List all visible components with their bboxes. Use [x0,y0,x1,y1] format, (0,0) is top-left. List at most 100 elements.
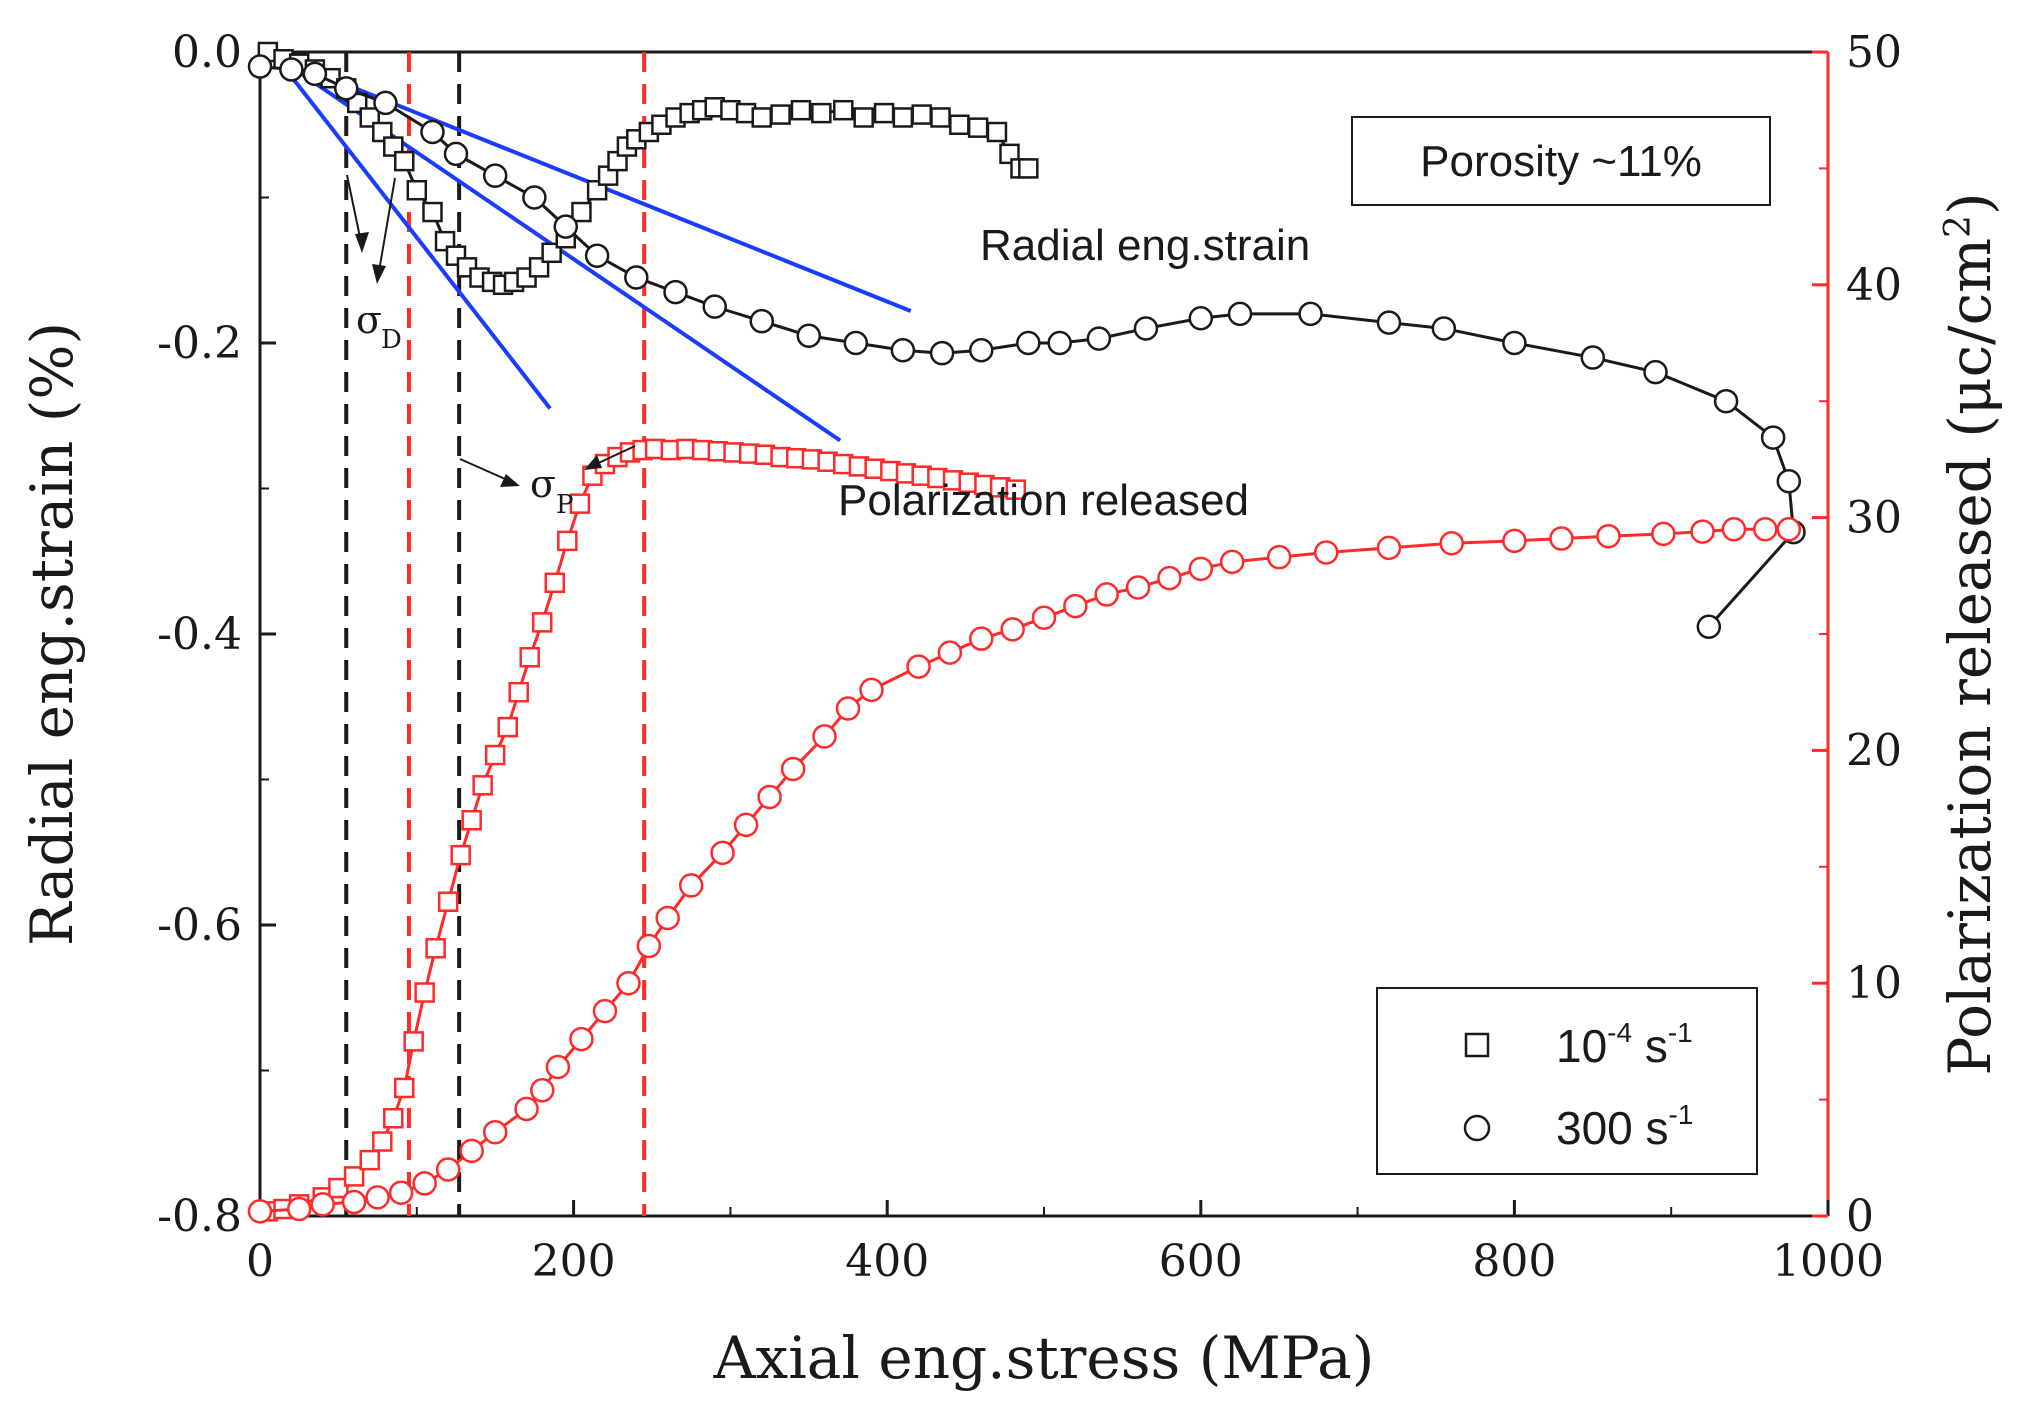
legend-2-unit: s [1633,1102,1669,1154]
data-point [835,696,861,721]
data-point [529,1078,555,1103]
y-left-tick-label: -0.2 [157,318,242,369]
legend-square-marker [1464,1032,1490,1058]
data-point [811,102,832,124]
legend-entry-1: 10-4 s-1 [1556,1017,1693,1072]
data-point [472,775,493,796]
data-point [749,308,775,334]
data-point [757,784,782,810]
data-point [678,873,704,898]
data-point [1376,310,1402,335]
data-point [780,756,806,782]
data-point [859,677,884,703]
data-point [1690,519,1715,544]
y-left-tick-label: -0.4 [157,609,242,660]
data-point [1313,540,1339,565]
data-point [343,1166,365,1187]
data-point [1063,593,1088,619]
data-point [751,107,773,128]
data-point [519,647,540,668]
data-point [892,107,914,128]
x-tick-label: 1000 [1772,1236,1884,1287]
data-point [812,724,837,749]
data-point [890,338,916,363]
data-point [459,1138,484,1164]
data-point [341,1189,367,1215]
y-right-tick-label: 10 [1846,958,1902,1009]
data-point [584,243,610,268]
data-point [770,104,791,125]
data-point [435,1157,461,1182]
y-right-tick-label: 40 [1846,260,1902,311]
data-point [422,201,443,223]
data-point [1157,565,1182,591]
data-point [279,57,304,82]
data-point [302,61,328,87]
data-point [873,102,895,124]
data-point [406,179,428,201]
data-point [450,844,471,866]
series-3 [247,516,1802,1224]
data-point [1713,388,1739,414]
data-point [1376,535,1402,561]
data-point [796,323,822,348]
reference-lines [344,52,647,1216]
data-point [930,107,951,128]
data-point [414,982,435,1003]
data-point [508,681,529,703]
data-point [906,654,931,679]
data-point [569,1026,594,1052]
data-point [1047,330,1072,356]
data-point [790,99,812,121]
data-point [710,840,735,866]
data-point [833,99,854,121]
data-point [1298,301,1323,327]
y-axis-right-title: Polarization released (μc/cm2) [1936,192,2004,1075]
sigma-d-subscript: D [381,325,402,355]
data-point [497,716,518,738]
data-point [616,970,641,996]
data-point [592,998,618,1024]
data-point [359,1149,381,1171]
x-axis-title: Axial eng.stress (MPa) [713,1324,1375,1392]
data-point [373,90,398,116]
data-point [1227,301,1253,327]
data-point [544,572,566,594]
legend-2-base: 300 [1556,1102,1633,1154]
y-right-tick-label: 30 [1846,493,1902,544]
data-point [967,117,989,138]
data-point [1651,521,1676,547]
y-axis-left-title: Radial eng.strain (%) [18,322,86,946]
data-point [333,76,359,101]
series-1 [247,54,1806,639]
data-point [655,905,680,931]
x-tick-label: 600 [1159,1236,1243,1287]
y-right-tick-label: 0 [1846,1191,1874,1242]
data-point [484,744,506,766]
sigma-p-subscript: P [556,490,574,520]
data-point [853,107,874,128]
x-tick-label: 200 [532,1236,616,1287]
data-series [247,41,1806,1224]
data-point [1760,425,1786,450]
data-point [482,1119,508,1145]
legend-1-unit-exp: -1 [1668,1017,1693,1048]
data-point [1643,359,1668,385]
data-point [1188,306,1214,331]
data-point [1549,526,1574,551]
data-point [1086,326,1112,351]
x-tick-label: 800 [1472,1236,1556,1287]
y-right-title-close: ) [1936,192,2004,215]
data-point [1502,330,1527,356]
data-point [1753,516,1778,542]
porosity-label: Porosity ~11% [1420,137,1702,186]
data-point [1580,345,1606,370]
data-point [733,812,759,838]
data-point [1431,316,1457,341]
legend-circle-marker [1463,1114,1491,1142]
data-point [663,279,688,305]
y-left-tick-label: 0.0 [172,27,242,78]
data-point [624,265,649,290]
data-point [403,1031,424,1052]
